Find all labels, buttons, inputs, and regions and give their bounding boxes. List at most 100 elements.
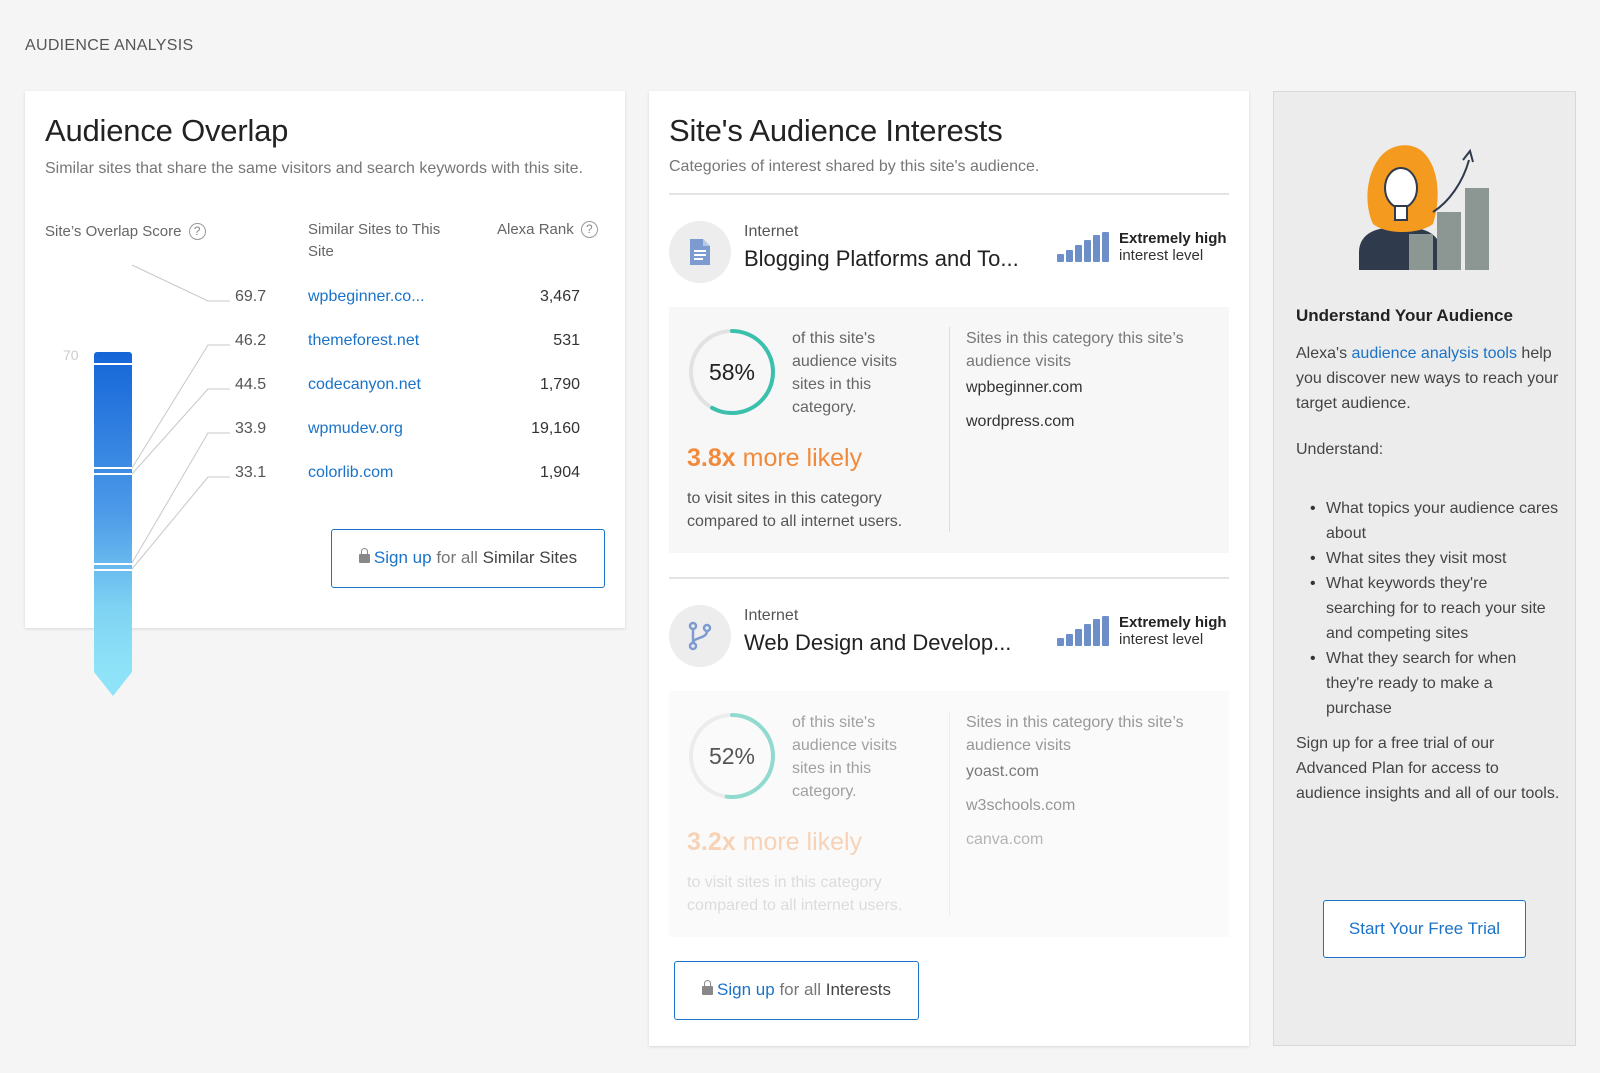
interest-level-label: Extremely high interest level [1119, 230, 1227, 264]
alexa-rank-value: 3,467 [539, 288, 580, 305]
similar-site-link[interactable]: wpmudev.org [308, 420, 403, 437]
audience-tools-link[interactable]: audience analysis tools [1351, 345, 1517, 362]
signup-target-text: Interests [825, 980, 891, 999]
signup-link[interactable]: Sign up [717, 980, 775, 999]
category-sites-header: Sites in this category this site’s audie… [966, 714, 1184, 754]
audience-interests-card: Site's Audience Interests Categories of … [649, 91, 1249, 1046]
audience-percent-donut [689, 329, 775, 415]
promo-bullet: What topics your audience cares about [1310, 496, 1561, 546]
signup-middle-text: for all [436, 548, 478, 567]
overlap-subtitle: Similar sites that share the same visito… [45, 160, 583, 177]
alexa-rank-value: 1,904 [539, 464, 580, 481]
audience-overlap-card: Audience Overlap Similar sites that shar… [25, 91, 625, 696]
category-site[interactable]: wpbeginner.com [966, 379, 1083, 396]
audience-percent-donut [689, 713, 775, 799]
audience-percent: 58% [708, 359, 756, 385]
category-site: yoast.com [966, 763, 1039, 780]
interests-title: Site's Audience Interests [669, 113, 1003, 148]
overlap-connector-lines [131, 264, 230, 570]
signup-target-text: Similar Sites [482, 548, 578, 567]
overlap-score: 33.9 [235, 420, 267, 437]
section-title: AUDIENCE ANALYSIS [25, 37, 194, 54]
likelihood-subtext: to visit sites in this category compared… [687, 490, 903, 530]
likelihood-value: 3.8x [687, 444, 736, 472]
divider [669, 193, 1229, 195]
overlap-row: 33.9 wpmudev.org 19,160 [25, 420, 625, 444]
likelihood-text: more likely [742, 828, 863, 856]
promo-bullet: What they search for when they're ready … [1310, 646, 1561, 721]
help-icon[interactable]: ? [580, 221, 598, 238]
promo-intro-suffix: help you discover new ways to reach your… [1296, 345, 1559, 412]
category-stats-panel-locked: 52% of this site's audience visits sites… [669, 691, 1229, 937]
category-site[interactable]: wordpress.com [966, 413, 1075, 430]
divider [949, 327, 950, 532]
divider [669, 577, 1229, 579]
promo-bullet-list: What topics your audience cares about Wh… [1310, 496, 1561, 721]
overlap-score: 44.5 [235, 376, 267, 393]
interest-level-bars-icon [1057, 616, 1111, 646]
similar-site-link[interactable]: themeforest.net [308, 332, 420, 349]
overlap-row: 46.2 themeforest.net 531 [25, 332, 625, 356]
likelihood-value: 3.2x [687, 828, 736, 856]
overlap-score: 33.1 [235, 464, 267, 481]
alexa-rank-value: 1,790 [539, 376, 580, 393]
audience-percent-text: of this site's audience visits sites in … [792, 330, 897, 416]
overlap-score: 46.2 [235, 332, 267, 349]
promo-bullet: What keywords they're searching for to r… [1310, 571, 1561, 646]
similar-site-link[interactable]: codecanyon.net [308, 376, 421, 393]
category-sites-header: Sites in this category this site’s audie… [966, 330, 1184, 370]
signup-interests-button[interactable]: Sign up for all Interests [674, 961, 919, 1020]
audience-growth-illustration [1359, 145, 1489, 270]
category-name[interactable]: Web Design and Develop... [744, 630, 1012, 655]
similar-site-link[interactable]: wpbeginner.co... [308, 288, 425, 305]
overlap-score-header-label: Site’s Overlap Score [45, 223, 182, 240]
category-site: canva.com [966, 831, 1044, 848]
overlap-bar-marker [94, 569, 132, 571]
overlap-row: 44.5 codecanyon.net 1,790 [25, 376, 625, 400]
likelihood: 3.8x more likely [687, 444, 862, 473]
category-site: w3schools.com [966, 797, 1076, 814]
likelihood-text: more likely [742, 444, 863, 472]
overlap-score-header: Site’s Overlap Score ? [45, 221, 206, 243]
overlap-bar-tip [94, 672, 132, 696]
signup-similar-sites-button[interactable]: Sign up for all Similar Sites [331, 529, 605, 588]
overlap-title: Audience Overlap [45, 113, 289, 148]
alexa-rank-value: 19,160 [531, 420, 580, 437]
interest-level-bars-icon [1057, 232, 1111, 262]
promo-closing: Sign up for a free trial of our Advanced… [1296, 735, 1560, 802]
category-name[interactable]: Blogging Platforms and To... [744, 246, 1019, 271]
category-stats-panel: 58% of this site's audience visits sites… [669, 307, 1229, 553]
document-icon [669, 221, 731, 283]
similar-site-link[interactable]: colorlib.com [308, 464, 394, 481]
overlap-bar-marker [94, 363, 132, 365]
branch-icon [669, 605, 731, 667]
overlap-scale-max: 70 [63, 347, 79, 363]
signup-link[interactable]: Sign up [373, 548, 432, 567]
promo-bullet: What sites they visit most [1310, 546, 1561, 571]
lock-icon [358, 548, 370, 563]
help-icon[interactable]: ? [188, 223, 206, 240]
likelihood-subtext: to visit sites in this category compared… [687, 874, 903, 914]
promo-intro: Alexa's audience analysis tools help you… [1296, 341, 1561, 416]
alexa-rank-value: 531 [553, 332, 580, 349]
overlap-bar-marker [94, 473, 132, 475]
overlap-score: 69.7 [235, 288, 267, 305]
interests-subtitle: Categories of interest shared by this si… [669, 158, 1040, 175]
start-free-trial-button[interactable]: Start Your Free Trial [1323, 900, 1526, 958]
overlap-bar-marker [94, 563, 132, 565]
promo-intro-prefix: Alexa's [1296, 345, 1352, 362]
audience-percent: 52% [708, 743, 756, 769]
likelihood: 3.2x more likely [687, 828, 862, 857]
divider [949, 711, 950, 916]
promo-title: Understand Your Audience [1296, 306, 1513, 325]
category-parent: Internet [744, 223, 799, 240]
interest-level-strong: Extremely high [1119, 230, 1227, 247]
promo-understand-label: Understand: [1296, 441, 1384, 458]
interest-level-strong: Extremely high [1119, 614, 1227, 631]
overlap-row: 69.7 wpbeginner.co... 3,467 [25, 288, 625, 312]
alexa-rank-header-label: Alexa Rank [497, 221, 574, 238]
signup-middle-text: for all [779, 980, 822, 999]
lock-icon [702, 980, 714, 995]
overlap-row: 33.1 colorlib.com 1,904 [25, 464, 625, 488]
category-parent: Internet [744, 607, 799, 624]
